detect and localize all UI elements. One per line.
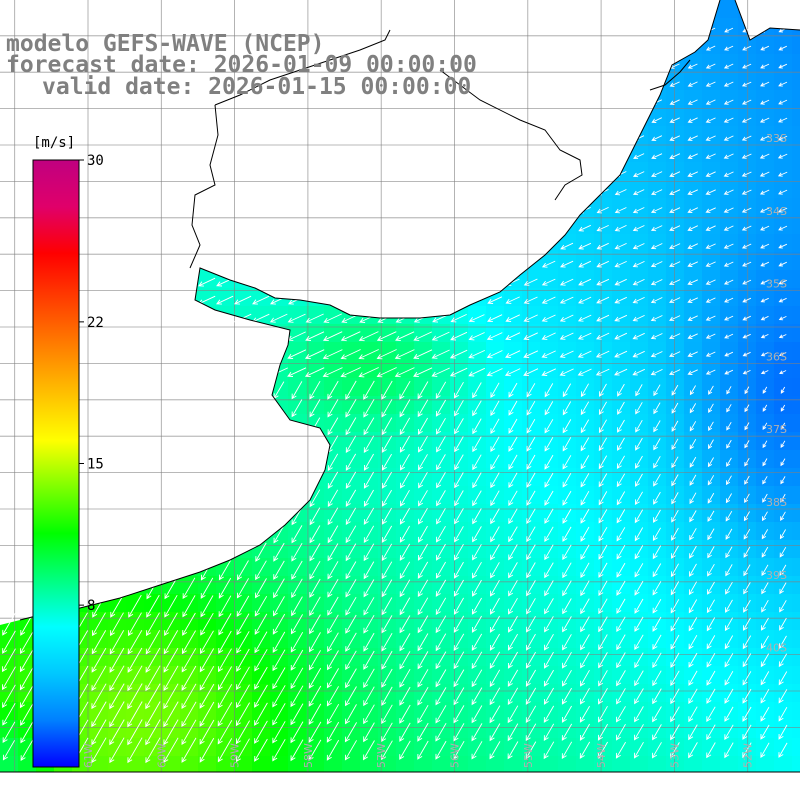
lon-label: 56W: [449, 743, 462, 768]
lon-label: 61W: [82, 743, 95, 768]
lat-label: 34S: [766, 205, 787, 218]
lat-label: 39S: [766, 569, 787, 582]
lon-label: 58W: [302, 743, 315, 768]
lon-label: 53W: [668, 743, 681, 768]
lon-label: 57W: [375, 743, 388, 768]
lon-label: 52W: [742, 743, 755, 768]
colorbar-tick-label: 15: [87, 457, 104, 473]
colorbar-tick-label: 22: [87, 315, 104, 331]
lat-label: 37S: [766, 423, 787, 436]
lon-label: 55W: [522, 743, 535, 768]
coastline: [19, 0, 800, 621]
lat-label: 38S: [766, 496, 787, 509]
grid-labels: 33S 34S 35S 36S 37S 38S 39S 40S 61W 60W 59W 58W 57W 5…: [82, 132, 787, 768]
valid-date: valid date: 2026-01-15 00:00:00: [42, 74, 472, 100]
lon-label: 59W: [229, 743, 242, 768]
colorbar-unit: [m/s]: [33, 135, 75, 151]
lon-label: 54W: [595, 743, 608, 768]
lat-label: 35S: [766, 278, 787, 291]
forecast-date: forecast date: 2026-01-09 00:00:00: [6, 52, 477, 78]
wind-vectors: [2, 27, 788, 764]
lat-label: 33S: [766, 132, 787, 145]
lat-lon-grid: [0, 0, 800, 773]
lat-label: 36S: [766, 350, 787, 363]
colorbar-tick-label: 8: [87, 598, 95, 614]
colorbar-tick-label: 30: [87, 153, 104, 169]
lon-label: 60W: [155, 743, 168, 768]
colorbar: [m/s] 30 22 15 8: [32, 135, 104, 768]
lat-label: 40S: [766, 642, 787, 655]
model-title: modelo GEFS-WAVE (NCEP): [6, 31, 325, 57]
colorbar-ramp: [32, 159, 80, 768]
